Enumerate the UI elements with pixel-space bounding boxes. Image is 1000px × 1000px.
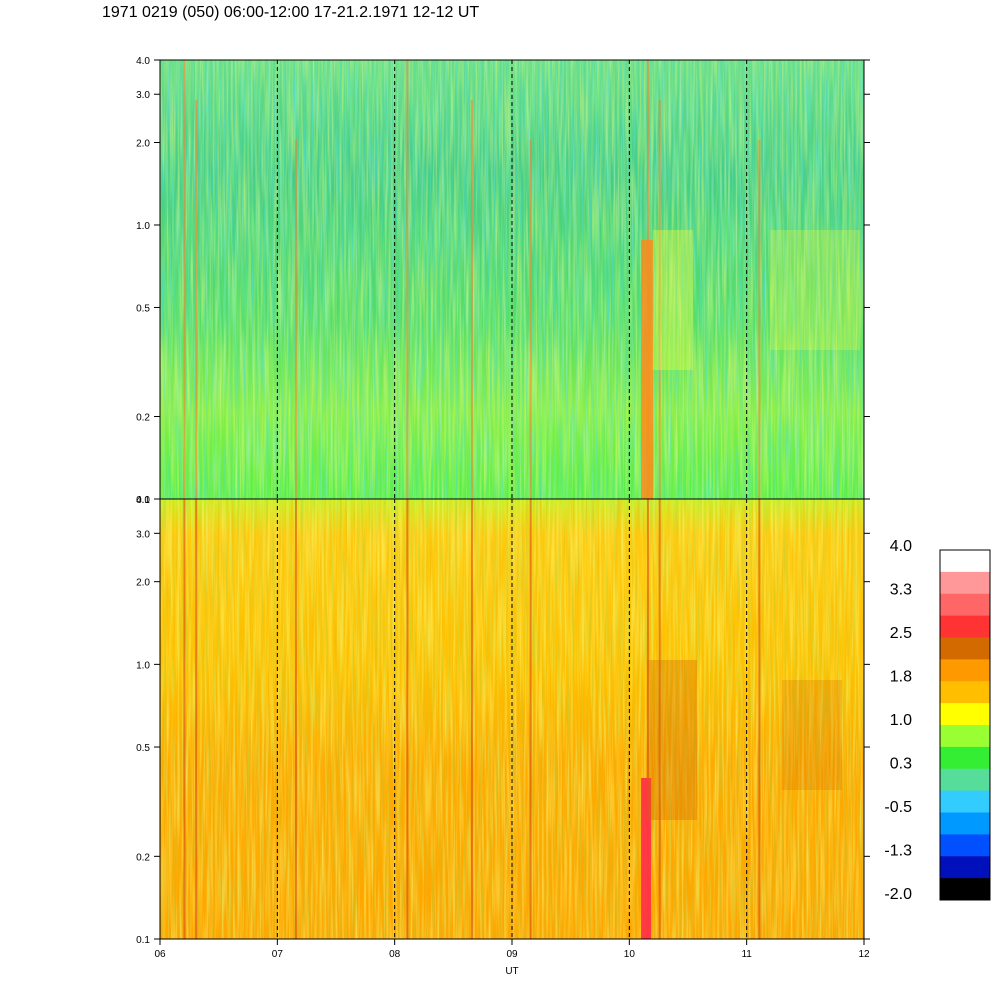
y-tick-label: 1.0 [136, 221, 150, 232]
y-tick-label: 3.0 [136, 90, 150, 101]
colorbar-cell [940, 593, 990, 617]
x-axis-ticks: 06 07 08 09 10 11 12 [154, 939, 870, 960]
colorbar-tick-label: -1.3 [884, 843, 912, 860]
colorbar-cell [940, 725, 990, 748]
y-tick-label: 4.0 [136, 495, 150, 506]
y-tick-label: 0.1 [136, 935, 150, 946]
colorbar-tick-label: 1.0 [890, 712, 912, 729]
dashed-hour-lines [276, 60, 748, 939]
y-tick-label: 1.0 [136, 660, 150, 671]
lower-streak [658, 499, 661, 939]
colorbar-tick-label: 1.8 [890, 669, 912, 686]
y-tick-label: 2.0 [136, 138, 150, 149]
colorbar-tick-label: 4.0 [890, 538, 912, 555]
colorbar-cell [940, 812, 990, 835]
y-tick-label: 0.1 [136, 495, 150, 506]
upper-streak [195, 100, 198, 499]
colorbar-cell [940, 571, 990, 595]
y-tick-label: 0.2 [136, 852, 150, 863]
upper-streak [183, 60, 186, 499]
lower-dark-zone [646, 660, 697, 820]
colorbar-cell [940, 746, 990, 770]
colorbar-cell [940, 550, 990, 573]
x-tick-label: 06 [154, 949, 166, 960]
lower-streak [529, 499, 532, 939]
y-tick-label: 3.0 [136, 529, 150, 540]
upper-streak [529, 140, 532, 499]
y-tick-label: 4.0 [136, 56, 150, 67]
upper-streak [406, 60, 409, 499]
upper-streak [294, 140, 297, 499]
colorbar-tick-label: 3.3 [890, 582, 912, 599]
x-axis-label: UT [505, 966, 518, 977]
lower-streak [406, 499, 409, 939]
y-tick-label: 0.5 [136, 303, 150, 314]
x-tick-label: 11 [741, 949, 752, 960]
colorbar-cell [940, 703, 990, 726]
colorbar-cell [940, 659, 990, 682]
upper-burst [641, 240, 654, 499]
y-tick-label: 0.5 [136, 743, 150, 754]
colorbar-cell [940, 681, 990, 704]
colorbar: 4.0 3.3 2.5 1.8 1.0 0.3 -0.5 -1.3 -2.0 [884, 538, 991, 903]
y-tick-label: 2.0 [136, 578, 150, 589]
colorbar-cell [940, 856, 990, 879]
lower-streak [646, 499, 649, 939]
x-tick-label: 10 [624, 949, 636, 960]
colorbar-frame [939, 549, 991, 901]
x-tick-label: 07 [272, 949, 284, 960]
colorbar-tick-label: -2.0 [884, 886, 912, 903]
colorbar-cell [940, 790, 990, 813]
upper-yellow-zone [770, 230, 861, 350]
colorbar-cell [940, 615, 990, 638]
colorbar-tick-label: -0.5 [884, 799, 912, 816]
lower-streak [294, 499, 297, 939]
colorbar-cell [940, 878, 990, 901]
upper-burst-halo [652, 230, 693, 370]
upper-streak [470, 100, 473, 499]
chart-title: 1971 0219 (050) 06:00-12:00 17-21.2.1971… [102, 4, 480, 21]
lower-streak [758, 499, 761, 939]
lower-streak [470, 499, 473, 939]
colorbar-cell [940, 834, 990, 857]
upper-streak [658, 100, 661, 499]
x-tick-label: 09 [506, 949, 518, 960]
y-tick-label: 0.2 [136, 413, 150, 424]
lower-streak [183, 499, 186, 939]
x-tick-label: 12 [858, 949, 870, 960]
colorbar-tick-label: 0.3 [890, 756, 912, 773]
y-axis-ticks: 4.03.02.01.00.50.20.14.03.02.01.00.50.20… [136, 56, 870, 946]
lower-dark-zone [781, 680, 842, 790]
upper-streak [758, 140, 761, 499]
colorbar-tick-label: 2.5 [890, 625, 912, 642]
lower-red-band [641, 778, 652, 939]
colorbar-cell [940, 768, 990, 792]
x-tick-label: 08 [389, 949, 401, 960]
lower-streak [195, 499, 198, 939]
colorbar-cell [940, 637, 990, 660]
